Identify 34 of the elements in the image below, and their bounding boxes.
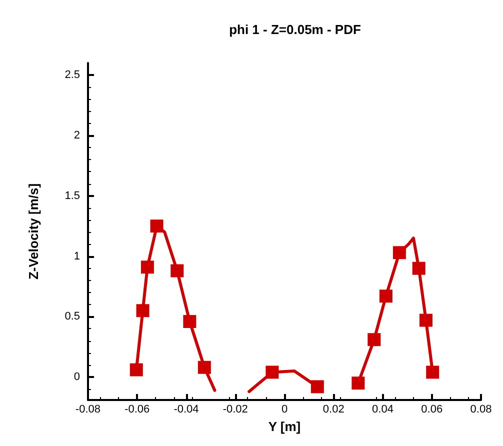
point xyxy=(392,246,406,260)
point xyxy=(170,264,184,278)
x-tick-label: 0.02 xyxy=(322,404,344,416)
x-tick-label: 0.04 xyxy=(372,404,394,416)
x-tick-label: -0.02 xyxy=(222,404,248,416)
x-tick-label: 0.06 xyxy=(421,404,443,416)
y-tick-label: 1 xyxy=(74,250,80,262)
x-tick-label: -0.08 xyxy=(75,404,101,416)
x-axis-title: Y [m] xyxy=(268,419,301,434)
point xyxy=(419,314,432,327)
point xyxy=(140,260,154,274)
y-tick-label: 2 xyxy=(74,129,80,142)
x-tick-label: 0.08 xyxy=(470,404,492,416)
point xyxy=(352,376,365,390)
x-tick-label: -0.04 xyxy=(174,404,199,416)
point xyxy=(412,262,426,275)
point xyxy=(136,304,150,318)
y-tick-label: 0.5 xyxy=(64,310,80,323)
x-tick-label: 0 xyxy=(281,404,288,416)
point xyxy=(310,380,324,394)
point xyxy=(368,333,381,346)
chart-title: phi 1 - Z=0.05m - PDF xyxy=(229,22,361,37)
point xyxy=(130,363,143,376)
y-axis-title: Z-Velocity [m/s] xyxy=(26,183,41,280)
point xyxy=(198,360,211,374)
point xyxy=(150,220,164,233)
y-tick-label: 2.5 xyxy=(64,69,80,82)
point xyxy=(379,290,392,303)
y-tick-label: 1.5 xyxy=(64,190,80,202)
x-tick-label: -0.06 xyxy=(124,404,150,416)
point xyxy=(426,366,440,379)
point xyxy=(266,366,279,379)
point xyxy=(183,314,196,328)
y-tick-label: 0 xyxy=(74,371,80,384)
